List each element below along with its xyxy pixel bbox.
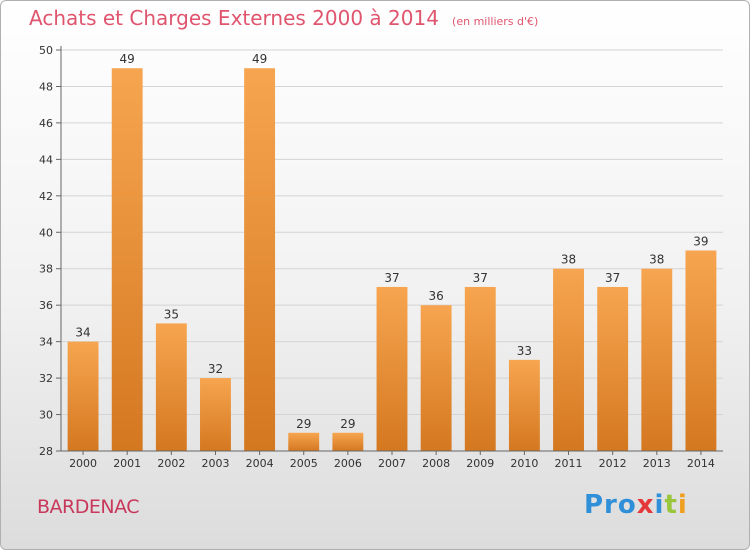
y-tick-label: 36 [39,299,53,312]
x-tick-label: 2014 [687,457,715,470]
data-label: 49 [252,52,267,66]
bar [244,68,276,452]
chart-title: Achats et Charges Externes 2000 à 2014 [29,6,439,30]
x-tick-label: 2004 [246,457,274,470]
y-tick-label: 50 [39,44,53,57]
bar [464,286,496,451]
logo-part-i: i [654,490,665,520]
logo-part-x: x [636,490,655,520]
bar [288,432,320,451]
bar [332,432,364,451]
axes: 28 30 32 34 36 38 40 42 44 46 48 50 2000 2001 2002 2003… [39,44,723,470]
data-label: 49 [120,52,135,66]
bar [685,250,717,451]
bar [553,268,584,451]
data-label: 37 [384,271,399,285]
logo-part-pro: Pro [584,490,637,520]
bar [111,68,143,452]
data-label: 32 [208,362,223,376]
bar [508,359,540,451]
bar [155,323,187,451]
chart-subtitle: (en milliers d'€) [452,15,539,28]
x-tick-label: 2008 [422,457,450,470]
x-tick-label: 2001 [113,457,141,470]
y-tick-label: 48 [39,80,53,93]
y-tick-label: 28 [39,445,53,458]
logo-part-i2: i [677,490,688,520]
x-tick-label: 2007 [378,457,406,470]
data-label: 35 [164,307,179,321]
y-tick-label: 40 [39,226,53,239]
x-tick-label: 2005 [290,457,318,470]
y-tick-label: 44 [39,153,53,166]
proxiti-logo[interactable]: Proxiti [584,490,688,520]
bars [67,68,717,452]
y-tick-label: 42 [39,190,53,203]
data-label: 33 [517,344,532,358]
data-label: 29 [296,417,311,431]
x-tick-label: 2006 [334,457,362,470]
value-labels: 34 49 35 32 49 29 29 37 36 37 33 38 37 38 39 [75,52,708,431]
y-tick-label: 30 [39,409,53,422]
x-tick-label: 2002 [157,457,185,470]
y-tick-label: 34 [39,336,53,349]
bar [597,286,629,451]
x-tick-label: 2009 [466,457,494,470]
data-label: 34 [75,326,90,340]
data-label: 37 [473,271,488,285]
x-tick-label: 2013 [643,457,671,470]
x-tick-label: 2003 [201,457,229,470]
y-tick-label: 32 [39,372,53,385]
bar [67,341,99,451]
bar [420,305,452,451]
logo-part-t: t [664,490,678,520]
commune-name: BARDENAC [37,496,140,518]
data-label: 36 [428,289,443,303]
y-tick-label: 38 [39,263,53,276]
y-tick-label: 46 [39,117,53,130]
chart-title-group: Achats et Charges Externes 2000 à 2014 (… [29,6,538,30]
data-label: 38 [561,253,576,267]
bar [376,286,408,451]
bar [641,268,673,451]
data-label: 29 [340,417,355,431]
x-tick-label: 2011 [555,457,583,470]
data-label: 37 [605,271,620,285]
x-tick-label: 2012 [599,457,627,470]
bar [200,378,231,451]
x-tick-label: 2000 [69,457,97,470]
data-label: 38 [649,253,664,267]
data-label: 39 [693,235,708,249]
x-tick-label: 2010 [510,457,538,470]
